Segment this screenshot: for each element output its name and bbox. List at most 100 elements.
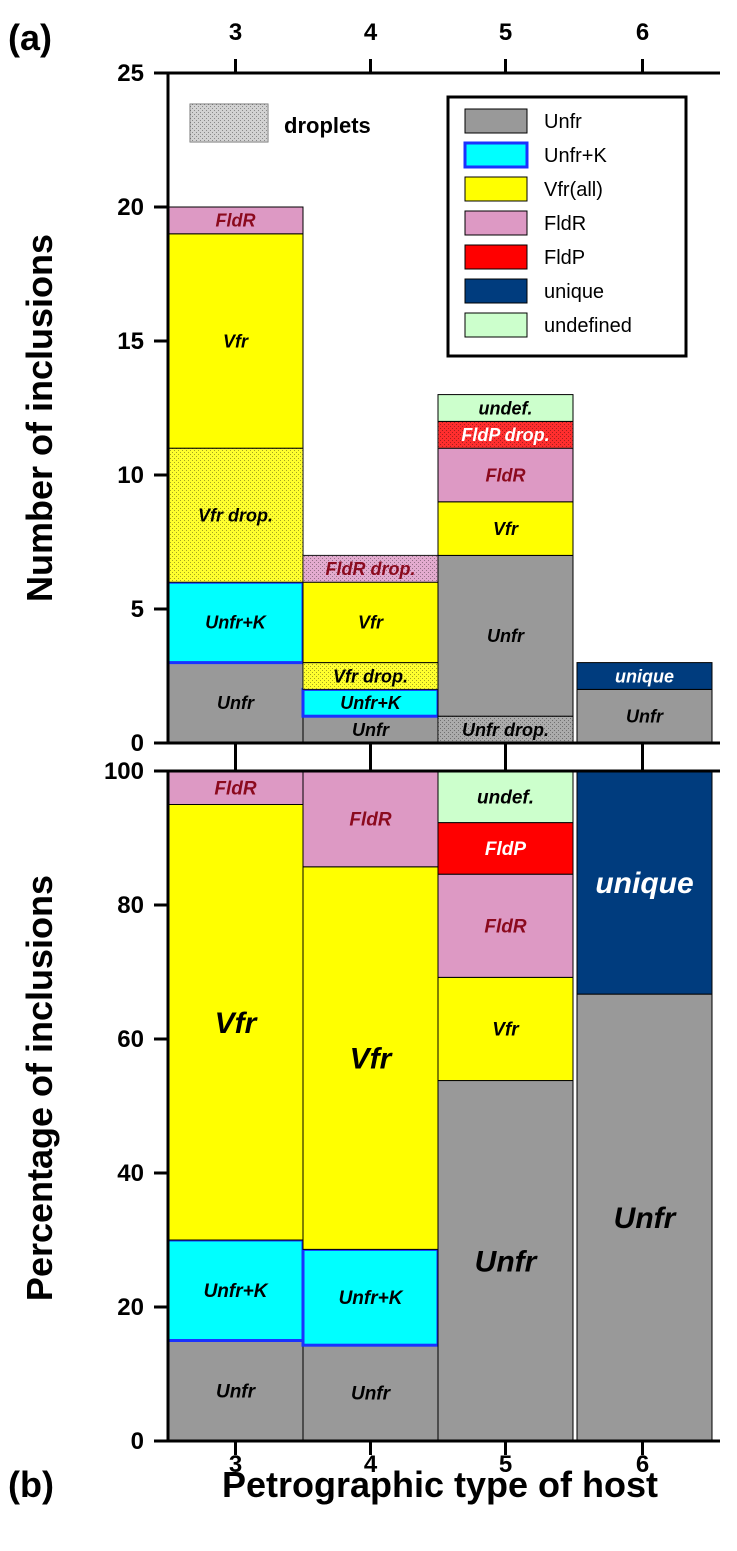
y-tick-label-a-0: 0 [131, 730, 144, 757]
legend: Unfr Unfr+K Vfr(all) FldR FldP unique undefine… [446, 95, 688, 358]
bar-a-type-5-undefined-segment-label: undef. [479, 398, 533, 418]
bar-a-type-5-fldr-segment-label: FldR [486, 465, 526, 485]
x-axis-title: Petrographic type of host [222, 1464, 658, 1505]
bar-a-type-6-unique-segment [576, 662, 713, 690]
panel-a-label: (a) [8, 17, 52, 58]
y-axis-title-a: Number of inclusions [19, 234, 60, 602]
y-tick-label-b-20: 20 [117, 1294, 144, 1321]
y-tick-label-b-60: 60 [117, 1026, 144, 1053]
bar-a-type-3-unfr-segment [167, 662, 304, 744]
bar-a-type-4-vfr-drop-segment-droplet-texture [303, 662, 438, 690]
legend-label-unique: unique [544, 281, 604, 303]
bar-b-type-6-unfr-segment [576, 993, 713, 1442]
bar-b-type-5-fldp-segment [437, 822, 574, 875]
bar-b-type-5-fldr-segment [437, 873, 574, 978]
bar-a-type-5-vfr-segment-label: Vfr [493, 519, 519, 539]
panel-a-plot: Unfr Unfr+K Vfr drop. Vfr FldR Unfr Unfr+K Vfr … [117, 19, 720, 757]
y-tick-label-b-100: 100 [104, 758, 144, 785]
bar-b-type-3-fldr-segment-label: FldR [214, 778, 256, 799]
bar-a-type-4-fldr-drop-segment-label: FldR drop. [326, 559, 416, 579]
droplets-key: droplets [189, 103, 371, 143]
legend-label-fldr: FldR [544, 213, 586, 235]
x-tick-label-a-3: 3 [229, 19, 242, 46]
x-tick-label-a-5: 5 [499, 19, 512, 46]
bar-a-type-5-fldr-segment [437, 447, 574, 503]
x-tick-label-b-6: 6 [636, 1451, 649, 1478]
y-tick-label-a-5: 5 [131, 596, 144, 623]
panel-b-plot: Unfr Unfr+K Vfr FldR Unfr Unfr+K Vfr FldR Unfr Vf… [104, 757, 720, 1478]
bar-a-type-5-fldp-drop-segment-droplet-texture [438, 421, 573, 449]
panel-b-axes: 0 20 40 60 80 100 3 4 5 6 [104, 757, 720, 1478]
bar-a-type-3-unfr-segment-label: Unfr [217, 693, 255, 713]
bar-a-type-5-undefined-segment [437, 394, 574, 422]
bar-b-type-5-undefined-segment [437, 770, 574, 824]
y-tick-label-b-80: 80 [117, 892, 144, 919]
bar-b-type-4-vfr-segment-label: Vfr [350, 1043, 394, 1076]
bar-a-type-4-fldr-drop-segment-droplet-texture [303, 555, 438, 583]
legend-swatch-unique [464, 278, 528, 304]
legend-swatch-fldp [464, 244, 528, 270]
bar-b-type-6-unfr-segment-label: Unfr [614, 1202, 678, 1235]
bar-a-type-3-vfr-drop-segment-label: Vfr drop. [198, 506, 273, 526]
bar-a-type-4-vfr-drop-segment-label: Vfr drop. [333, 666, 408, 686]
legend-swatch-unfr [464, 108, 528, 134]
y-axis-title-b: Percentage of inclusions [19, 875, 60, 1301]
legend-swatch-undefined [464, 312, 528, 338]
panel-b-bars: Unfr Unfr+K Vfr FldR Unfr Unfr+K Vfr FldR Unfr Vf… [166, 770, 713, 1442]
y-tick-label-b-0: 0 [131, 1428, 144, 1455]
bar-b-type-3-vfr-segment-label: Vfr [215, 1007, 259, 1040]
x-tick-label-a-6: 6 [636, 19, 649, 46]
bar-a-type-3-fldr-segment-label: FldR [216, 211, 256, 231]
legend-label-unfr-k: Unfr+K [544, 145, 607, 167]
bar-b-type-3-unfr-k-segment [166, 1238, 305, 1342]
panel-a-axes: 0 5 10 15 20 25 3 4 5 6 [117, 19, 720, 757]
bar-b-type-5-unfr-segment [437, 1080, 574, 1442]
bar-a-type-4-unfr-k-segment-label: Unfr+K [340, 693, 403, 713]
bar-b-type-4-unfr-segment [302, 1344, 439, 1442]
panel-b-label: (b) [8, 1464, 54, 1505]
bar-a-type-3-vfr-drop-segment-droplet-texture [168, 448, 303, 583]
bar-b-type-5-unfr-segment-label: Unfr [475, 1245, 539, 1278]
bar-a-type-5-unfr-drop-segment-droplet-texture [438, 716, 573, 743]
bar-b-type-5-fldr-segment-label: FldR [484, 916, 526, 937]
bar-a-type-5-vfr-segment [437, 501, 574, 556]
y-tick-label-a-15: 15 [117, 328, 144, 355]
bar-b-type-4-vfr-segment [302, 866, 439, 1250]
bar-a-type-5-fldp-drop-segment-label: FldP drop. [461, 425, 549, 445]
bar-a-type-4-unfr-segment-label: Unfr [352, 720, 390, 740]
legend-swatch-fldr [464, 210, 528, 236]
bar-b-type-6-unique-segment [576, 770, 713, 995]
legend-label-unfr: Unfr [544, 111, 582, 133]
bar-b-type-3-unfr-segment-label: Unfr [216, 1381, 257, 1402]
y-tick-label-a-25: 25 [117, 60, 144, 87]
bar-b-type-5-vfr-segment-label: Vfr [492, 1020, 520, 1041]
bar-a-type-4-vfr-segment [302, 581, 439, 664]
bar-b-type-3-unfr-k-segment-label: Unfr+K [204, 1281, 269, 1302]
y-tick-label-a-10: 10 [117, 462, 144, 489]
bar-b-type-4-fldr-segment-label: FldR [349, 810, 391, 831]
y-tick-label-a-20: 20 [117, 194, 144, 221]
bar-a-type-5-unfr-segment-label: Unfr [487, 626, 525, 646]
bar-a-type-5-unfr-drop-segment-label: Unfr drop. [462, 720, 549, 740]
bar-b-type-4-unfr-segment-label: Unfr [351, 1384, 392, 1405]
bar-a-type-3-vfr-segment [167, 233, 304, 449]
bar-a-type-3-vfr-segment-label: Vfr [223, 331, 249, 351]
legend-label-fldp: FldP [544, 247, 585, 269]
panel-a-bars: Unfr Unfr+K Vfr drop. Vfr FldR Unfr Unfr+K Vfr … [166, 206, 713, 744]
y-tick-label-b-40: 40 [117, 1160, 144, 1187]
bar-b-type-4-unfr-k-segment-label: Unfr+K [339, 1288, 404, 1309]
legend-swatch-unfr-k [463, 141, 529, 169]
bar-a-type-4-vfr-segment-label: Vfr [358, 613, 384, 633]
x-tick-label-b-4: 4 [364, 1451, 378, 1478]
droplets-swatch-texture [190, 104, 268, 142]
bar-a-type-6-unfr-segment-label: Unfr [626, 707, 664, 727]
bar-a-type-5-unfr-segment [437, 554, 574, 717]
legend-swatch-vfr [464, 176, 528, 202]
droplets-label: droplets [284, 113, 371, 138]
x-tick-label-b-5: 5 [499, 1451, 512, 1478]
bar-a-type-6-unique-segment-label: unique [615, 666, 674, 686]
x-tick-label-b-3: 3 [229, 1451, 242, 1478]
bar-a-type-3-unfr-k-segment-label: Unfr+K [205, 613, 268, 633]
legend-label-vfr: Vfr(all) [544, 179, 603, 201]
